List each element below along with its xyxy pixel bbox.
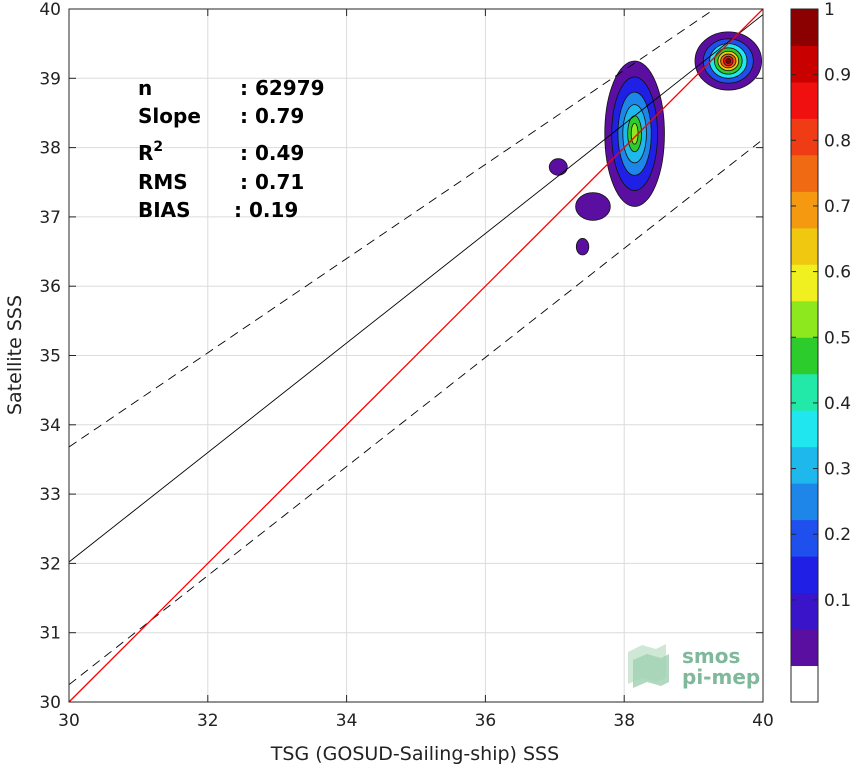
x-tick-label: 38 [613, 711, 635, 731]
colorbar-segment [791, 629, 818, 667]
stat-bias-value: : 0.19 [234, 198, 298, 222]
colorbar-segment [791, 300, 818, 338]
density-contour [725, 58, 732, 64]
colorbar-tick-label: 0.9 [824, 66, 851, 86]
logo-text-pi-mep: pi-mep [682, 665, 760, 689]
colorbar-tick-label: 1 [824, 0, 835, 20]
colorbar-segment [791, 373, 818, 411]
colorbar-segment [791, 337, 818, 375]
y-tick-label: 33 [39, 485, 61, 505]
x-tick-label: 34 [336, 711, 358, 731]
colorbar-tick-label: 0.3 [824, 460, 851, 480]
colorbar-tick-label: 0.8 [824, 131, 851, 151]
colorbar-segment [791, 191, 818, 229]
smos-pi-mep-logo: smos pi-mep [628, 644, 760, 689]
logo-text-smos: smos [682, 644, 740, 668]
y-tick-label: 32 [39, 554, 61, 574]
density-contour [575, 192, 611, 221]
x-tick-label: 36 [475, 711, 497, 731]
stat-n-value: : 62979 [240, 76, 325, 100]
y-tick-label: 30 [39, 693, 61, 713]
colorbar-segment [791, 519, 818, 557]
colorbar-segment [791, 118, 818, 156]
x-tick-label: 40 [752, 711, 774, 731]
cluster-small-b [575, 192, 611, 221]
colorbar-segment [791, 9, 818, 46]
upper-bound-dashed-line [68, 8, 715, 448]
cluster-center [604, 60, 665, 207]
colorbar-tick-label: 0.2 [824, 525, 851, 545]
y-tick-label: 38 [39, 139, 61, 159]
lower-bound-dashed-line [68, 138, 764, 686]
logo-wave-front [633, 654, 669, 688]
density-contour [575, 237, 590, 256]
x-axis-label: TSG (GOSUD-Sailing-ship) SSS [270, 743, 559, 765]
colorbar-segment [791, 45, 818, 83]
colorbar-tick-label: 0.6 [824, 263, 851, 283]
x-tick-label: 32 [197, 711, 219, 731]
stat-bias-label: BIAS [138, 198, 191, 222]
statistics-box: n : 62979 Slope : 0.79 R2 : 0.49 RMS : 0… [138, 76, 325, 222]
stat-rms-label: RMS [138, 170, 188, 194]
stat-rms-value: : 0.71 [240, 170, 304, 194]
colorbar-segment [791, 410, 818, 448]
stat-r2-value: : 0.49 [240, 141, 304, 165]
identity-line [68, 8, 764, 703]
stat-slope-label: Slope [138, 104, 201, 128]
cluster-small-a [548, 158, 568, 176]
y-tick-label: 39 [39, 69, 61, 89]
density-contour [548, 158, 568, 176]
cluster-small-c [575, 237, 590, 256]
stat-r2-letter: R [138, 141, 153, 165]
stat-slope-value: : 0.79 [240, 104, 304, 128]
stat-r2-superscript: 2 [153, 139, 163, 155]
colorbar-segment [791, 665, 818, 703]
colorbar-tick-label: 0.4 [824, 394, 851, 414]
axes: 30 32 34 36 38 40 30 31 32 33 34 35 36 37 38 39 40 [39, 0, 773, 731]
colorbar-tick-label: 0.7 [824, 197, 851, 217]
colorbar-frame [790, 8, 819, 703]
regression-line [68, 14, 764, 563]
y-tick-label: 36 [39, 277, 61, 297]
colorbar: 0.1 0.2 0.3 0.4 0.5 0.6 0.7 0.8 0.9 1 [790, 0, 851, 703]
colorbar-segment [791, 227, 818, 265]
x-tick-label: 30 [58, 711, 80, 731]
stat-n-label: n [138, 76, 152, 100]
colorbar-segment [791, 592, 818, 630]
y-tick-label: 35 [39, 347, 61, 367]
colorbar-segment [791, 446, 818, 484]
stat-r2-label: R2 [138, 139, 163, 165]
colorbar-segment [791, 154, 818, 192]
colorbar-segment [791, 81, 818, 119]
colorbar-segment [791, 264, 818, 302]
y-tick-label: 34 [39, 416, 61, 436]
colorbar-segment [791, 556, 818, 594]
colorbar-tick-label: 0.1 [824, 591, 851, 611]
density-contour [630, 122, 639, 145]
y-tick-label: 31 [39, 624, 61, 644]
y-tick-label: 40 [39, 0, 61, 20]
cluster-right [694, 31, 763, 91]
y-tick-label: 37 [39, 208, 61, 228]
colorbar-segment [791, 483, 818, 521]
colorbar-tick-label: 0.5 [824, 328, 851, 348]
y-axis-label: Satellite SSS [4, 295, 26, 415]
